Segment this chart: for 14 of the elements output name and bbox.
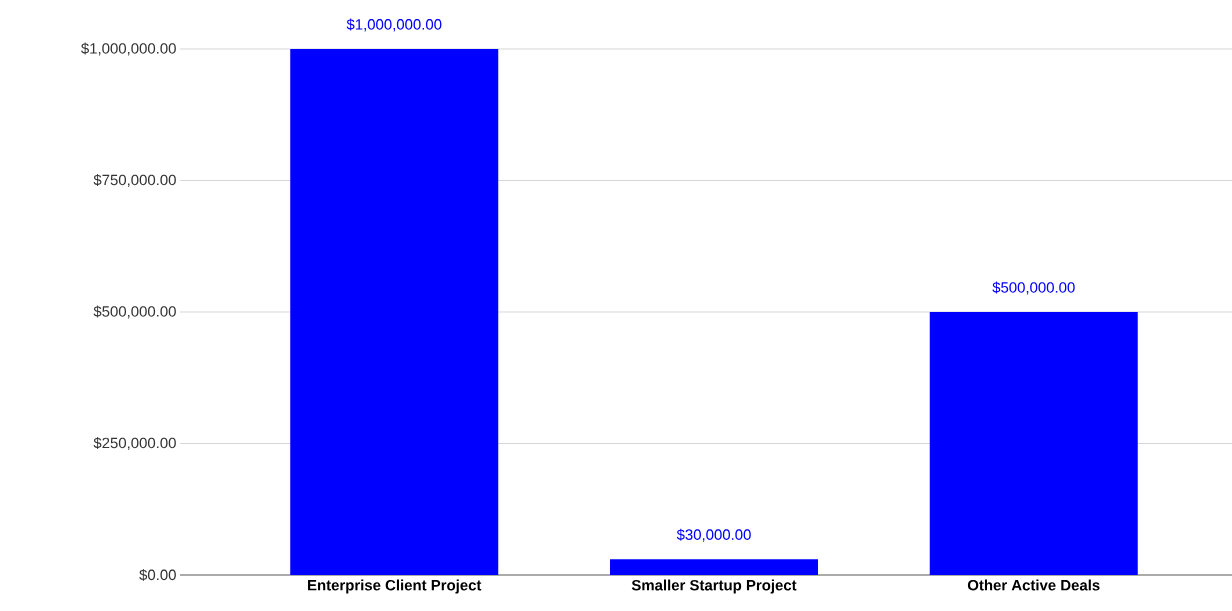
data-label: $500,000.00 <box>992 281 1075 295</box>
x-tick-label: Other Active Deals <box>967 579 1100 591</box>
x-tick-label: Enterprise Client Project <box>308 579 482 594</box>
bar <box>290 48 499 575</box>
bar <box>610 559 818 575</box>
x-tick-label: Smaller Startup Project <box>631 579 797 594</box>
y-tick-label: $0.00 <box>139 568 176 582</box>
y-tick-label: $500,000.00 <box>93 305 176 319</box>
y-tick-label: $750,000.00 <box>93 174 176 187</box>
data-label: $30,000.00 <box>676 528 751 542</box>
bar <box>929 312 1138 575</box>
data-label: $1,000,000.00 <box>346 18 442 32</box>
y-tick-label: $250,000.00 <box>93 437 176 450</box>
y-tick-label: $1,000,000.00 <box>81 42 176 56</box>
